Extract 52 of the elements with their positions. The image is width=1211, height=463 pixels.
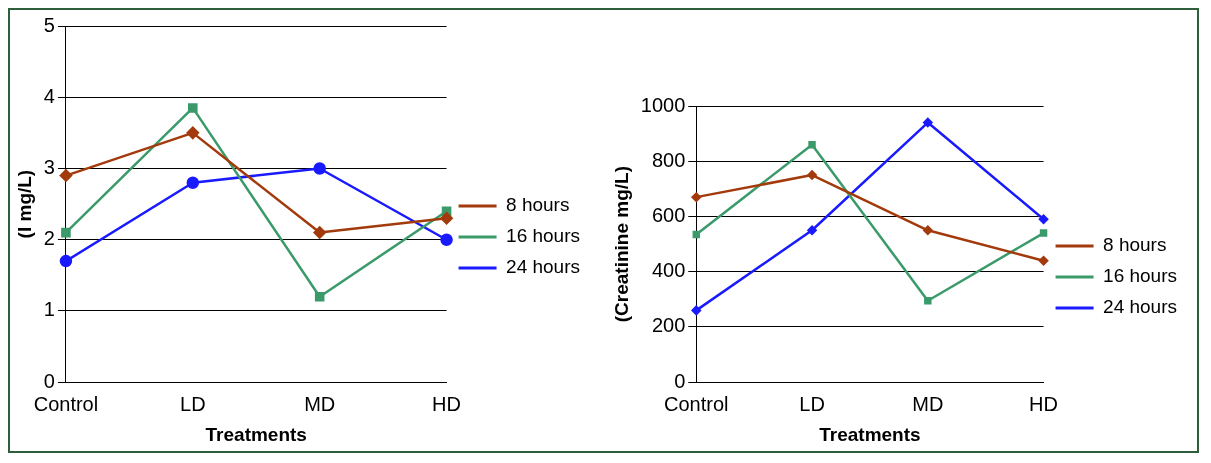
legend-label: 16 hours	[1103, 265, 1178, 287]
y-tick-label: 2	[43, 227, 55, 250]
point	[1038, 255, 1049, 266]
x-axis-title: Treatments	[205, 423, 307, 445]
point	[186, 176, 200, 189]
y-tick-label: 1	[43, 298, 55, 321]
y-tick-label: 4	[43, 84, 55, 107]
legend-label: 24 hours	[1103, 296, 1178, 318]
y-tick-label: 200	[651, 314, 686, 337]
x-tick-label: MD	[304, 392, 336, 415]
y-tick-label: 400	[651, 259, 686, 282]
point	[313, 226, 326, 239]
point	[923, 117, 933, 128]
y-axis-title: (Creatinine mg/L)	[610, 165, 632, 323]
y-tick-label: 600	[651, 204, 686, 226]
legend-label: 16 hours	[506, 225, 581, 247]
point	[314, 291, 325, 302]
legend-label: 8 hours	[506, 194, 570, 216]
legend-label: 24 hours	[506, 256, 581, 278]
point	[1038, 214, 1049, 224]
y-tick-label: 800	[651, 148, 686, 171]
point	[313, 162, 326, 175]
point	[59, 254, 73, 268]
point	[440, 212, 453, 225]
x-axis-title: Treatments	[819, 423, 921, 445]
x-tick-label: Control	[664, 392, 729, 415]
point	[186, 126, 200, 140]
point	[923, 225, 933, 236]
y-tick-label: 1000	[640, 93, 686, 116]
point	[808, 140, 816, 149]
x-tick-label: Control	[33, 392, 99, 415]
x-tick-label: LD	[180, 392, 206, 415]
x-tick-label: HD	[432, 392, 461, 415]
x-tick-label: MD	[912, 392, 944, 415]
point	[807, 225, 817, 236]
point	[1039, 229, 1048, 237]
y-tick-label: 3	[43, 156, 55, 178]
y-tick-label: 5	[43, 13, 55, 36]
point	[691, 305, 702, 316]
point	[188, 103, 198, 113]
point	[924, 297, 932, 305]
point	[807, 170, 817, 180]
x-tick-label: LD	[799, 392, 825, 415]
point	[61, 227, 71, 238]
y-tick-label: 0	[43, 369, 55, 392]
legend-label: 8 hours	[1103, 234, 1167, 256]
point	[440, 233, 453, 246]
point	[692, 230, 701, 239]
point	[691, 192, 702, 202]
y-axis-title: (I mg/L)	[13, 169, 35, 239]
x-tick-label: HD	[1029, 392, 1058, 415]
y-tick-label: 0	[674, 369, 686, 392]
